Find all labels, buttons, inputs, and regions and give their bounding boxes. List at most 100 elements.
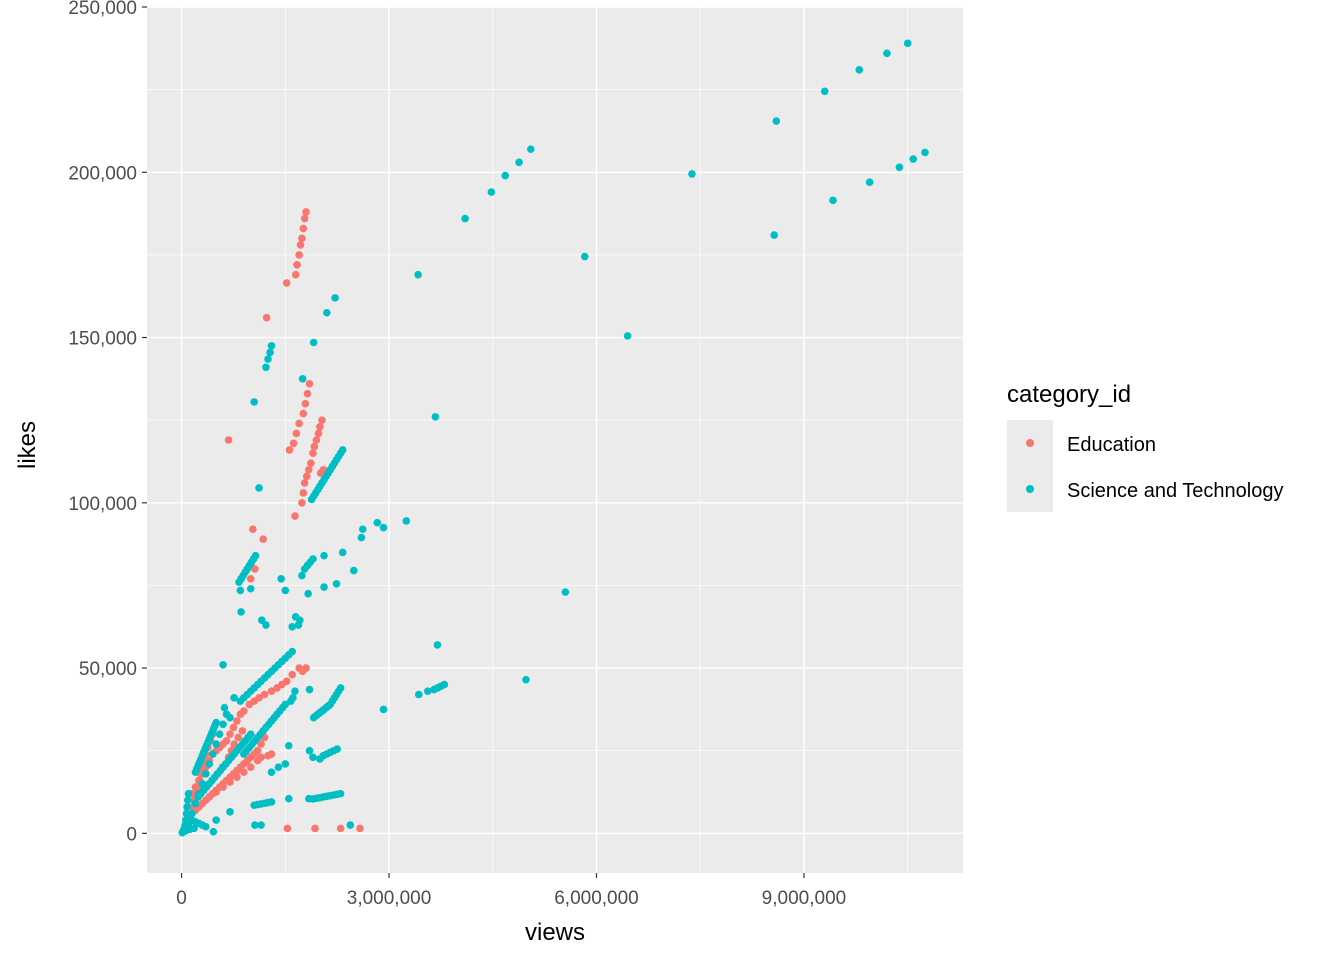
point-science-and-technology [194, 793, 202, 801]
y-axis-title: likes [14, 421, 41, 469]
x-tick-label: 3,000,000 [347, 888, 432, 909]
legend-label-science-and-technology: Science and Technology [1067, 480, 1283, 502]
legend-title: category_id [1007, 381, 1131, 408]
point-education [316, 469, 325, 477]
point-education [253, 756, 262, 765]
point-education [295, 419, 303, 428]
y-tick-label: 250,000 [68, 0, 137, 19]
y-tick-label: 100,000 [68, 494, 137, 515]
point-science-and-technology [522, 675, 530, 684]
y-tick-label: 150,000 [68, 329, 137, 350]
point-science-and-technology [346, 821, 355, 829]
point-education [318, 416, 326, 424]
point-science-and-technology [309, 338, 318, 347]
point-science-and-technology [883, 49, 891, 58]
point-education [267, 687, 276, 696]
point-science-and-technology [320, 551, 328, 560]
point-science-and-technology [281, 586, 290, 595]
point-science-and-technology [226, 808, 234, 816]
legend-key-background [1007, 420, 1053, 512]
point-science-and-technology [298, 571, 306, 580]
point-education [307, 459, 315, 467]
point-science-and-technology [461, 214, 469, 223]
y-tick-label: 50,000 [79, 659, 137, 680]
point-science-and-technology [201, 822, 210, 831]
point-science-and-technology [184, 796, 192, 805]
point-science-and-technology [222, 710, 231, 719]
point-education [305, 465, 313, 474]
point-education [212, 788, 220, 796]
point-science-and-technology [320, 583, 328, 591]
point-science-and-technology [215, 730, 224, 738]
legend-key-education [1026, 439, 1034, 447]
point-education [295, 251, 303, 259]
point-science-and-technology [277, 575, 285, 583]
point-science-and-technology [357, 533, 366, 542]
point-science-and-technology [184, 789, 193, 798]
point-education [298, 667, 307, 676]
point-science-and-technology [305, 794, 313, 803]
point-science-and-technology [236, 586, 245, 595]
point-education [310, 442, 319, 451]
plot-panel [147, 7, 963, 873]
point-science-and-technology [921, 148, 929, 157]
point-science-and-technology [829, 196, 837, 205]
point-education [226, 730, 234, 738]
point-science-and-technology [433, 641, 442, 649]
point-education [293, 261, 301, 269]
point-science-and-technology [266, 348, 274, 357]
point-science-and-technology [909, 155, 918, 163]
point-science-and-technology [267, 341, 276, 350]
point-science-and-technology [201, 770, 210, 778]
point-science-and-technology [246, 584, 255, 593]
point-education [300, 479, 309, 487]
point-education [259, 535, 267, 543]
point-science-and-technology [257, 821, 265, 829]
point-education [299, 409, 308, 418]
x-tick-label: 6,000,000 [554, 888, 639, 909]
point-education [229, 723, 238, 732]
point-science-and-technology [298, 375, 307, 383]
point-education [224, 436, 233, 444]
point-education [285, 446, 294, 454]
x-tick-label: 0 [176, 888, 187, 909]
point-science-and-technology [181, 826, 190, 835]
point-science-and-technology [772, 117, 781, 125]
point-education [236, 710, 245, 719]
point-science-and-technology [264, 355, 272, 363]
point-education [356, 824, 364, 833]
point-science-and-technology [379, 705, 388, 714]
point-education [301, 399, 310, 408]
point-science-and-technology [430, 685, 438, 694]
point-science-and-technology [288, 622, 297, 631]
point-education [298, 499, 306, 507]
point-science-and-technology [267, 768, 276, 776]
point-science-and-technology [230, 694, 238, 702]
point-science-and-technology [240, 750, 248, 758]
point-science-and-technology [414, 690, 423, 699]
point-education [246, 575, 255, 583]
grid-minor [147, 7, 963, 873]
point-education [249, 525, 257, 534]
point-science-and-technology [188, 809, 196, 818]
y-axis: 0 50,000 100,000 150,000 200,000 250,000 [68, 0, 147, 845]
point-science-and-technology [209, 827, 218, 836]
point-science-and-technology [284, 741, 293, 750]
point-education [288, 670, 297, 679]
point-education [273, 684, 281, 692]
point-education [233, 717, 241, 725]
y-tick-label: 0 [126, 824, 137, 845]
point-science-and-technology [855, 66, 864, 74]
grid-major [147, 6, 963, 873]
point-science-and-technology [895, 163, 904, 172]
point-science-and-technology [431, 413, 440, 421]
point-education [240, 768, 248, 776]
point-education [303, 389, 312, 398]
point-education [246, 763, 255, 772]
point-science-and-technology [414, 270, 422, 279]
point-science-and-technology [219, 660, 227, 669]
point-education [262, 313, 271, 322]
point-science-and-technology [526, 145, 535, 153]
point-education [219, 783, 227, 791]
point-education [336, 824, 345, 833]
